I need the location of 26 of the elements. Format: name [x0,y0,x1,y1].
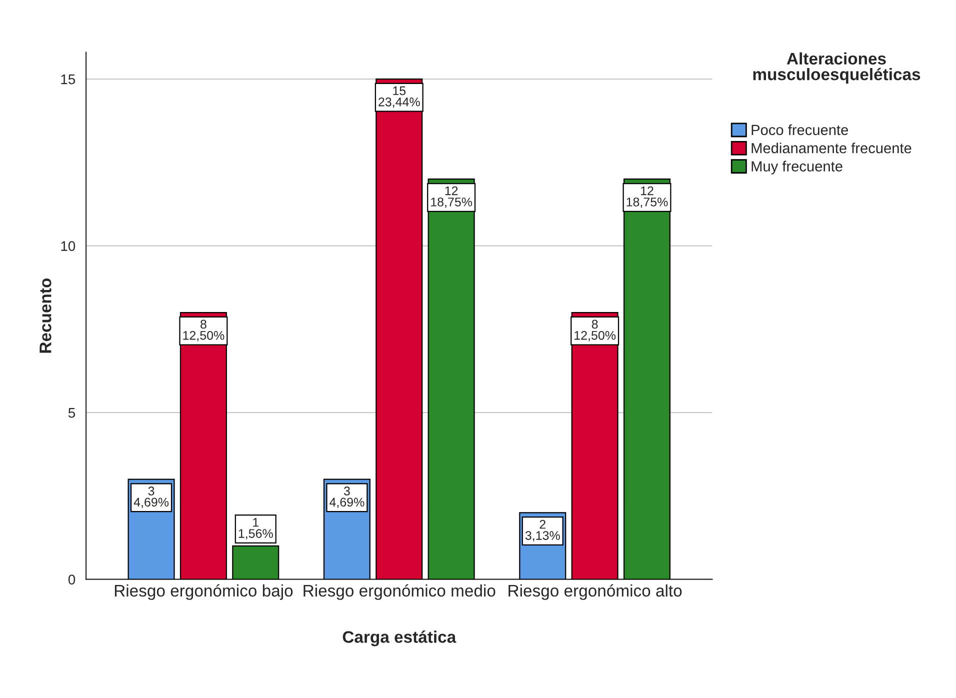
y-tick-label: 5 [68,408,76,418]
y-tick-label: 15 [61,74,76,84]
x-tick-label: Riesgo ergonómico alto [508,584,682,600]
bar [428,178,475,580]
legend-title: Alteraciones musculoesqueléticas [753,52,920,84]
x-tick-label: Riesgo ergonómico bajo [114,584,293,600]
bar [376,78,423,580]
legend-label: Muy frecuente [752,160,842,174]
x-axis-title: Carga estática [342,630,456,646]
legend-label: Poco frecuente [752,124,848,136]
data-label: 3 4,69% [134,486,169,508]
data-label: 2 3,13% [525,520,560,542]
data-label: 3 4,69% [330,486,364,508]
bar [232,545,280,580]
y-tick-label: 10 [61,241,76,251]
y-tick-label: 0 [68,574,76,585]
data-label: 1 1,56% [238,518,273,540]
x-tick-label: Riesgo ergonómico medio [304,584,496,600]
data-label: 12 18,75% [431,186,472,208]
bar [623,178,671,580]
legend-label: Medianamente frecuente [752,142,912,154]
data-label: 8 12,50% [183,320,224,342]
y-axis-title: Recuento [40,278,52,353]
data-label: 15 23,44% [378,86,420,108]
data-label: 8 12,50% [574,320,616,342]
data-label: 12 18,75% [626,186,668,208]
